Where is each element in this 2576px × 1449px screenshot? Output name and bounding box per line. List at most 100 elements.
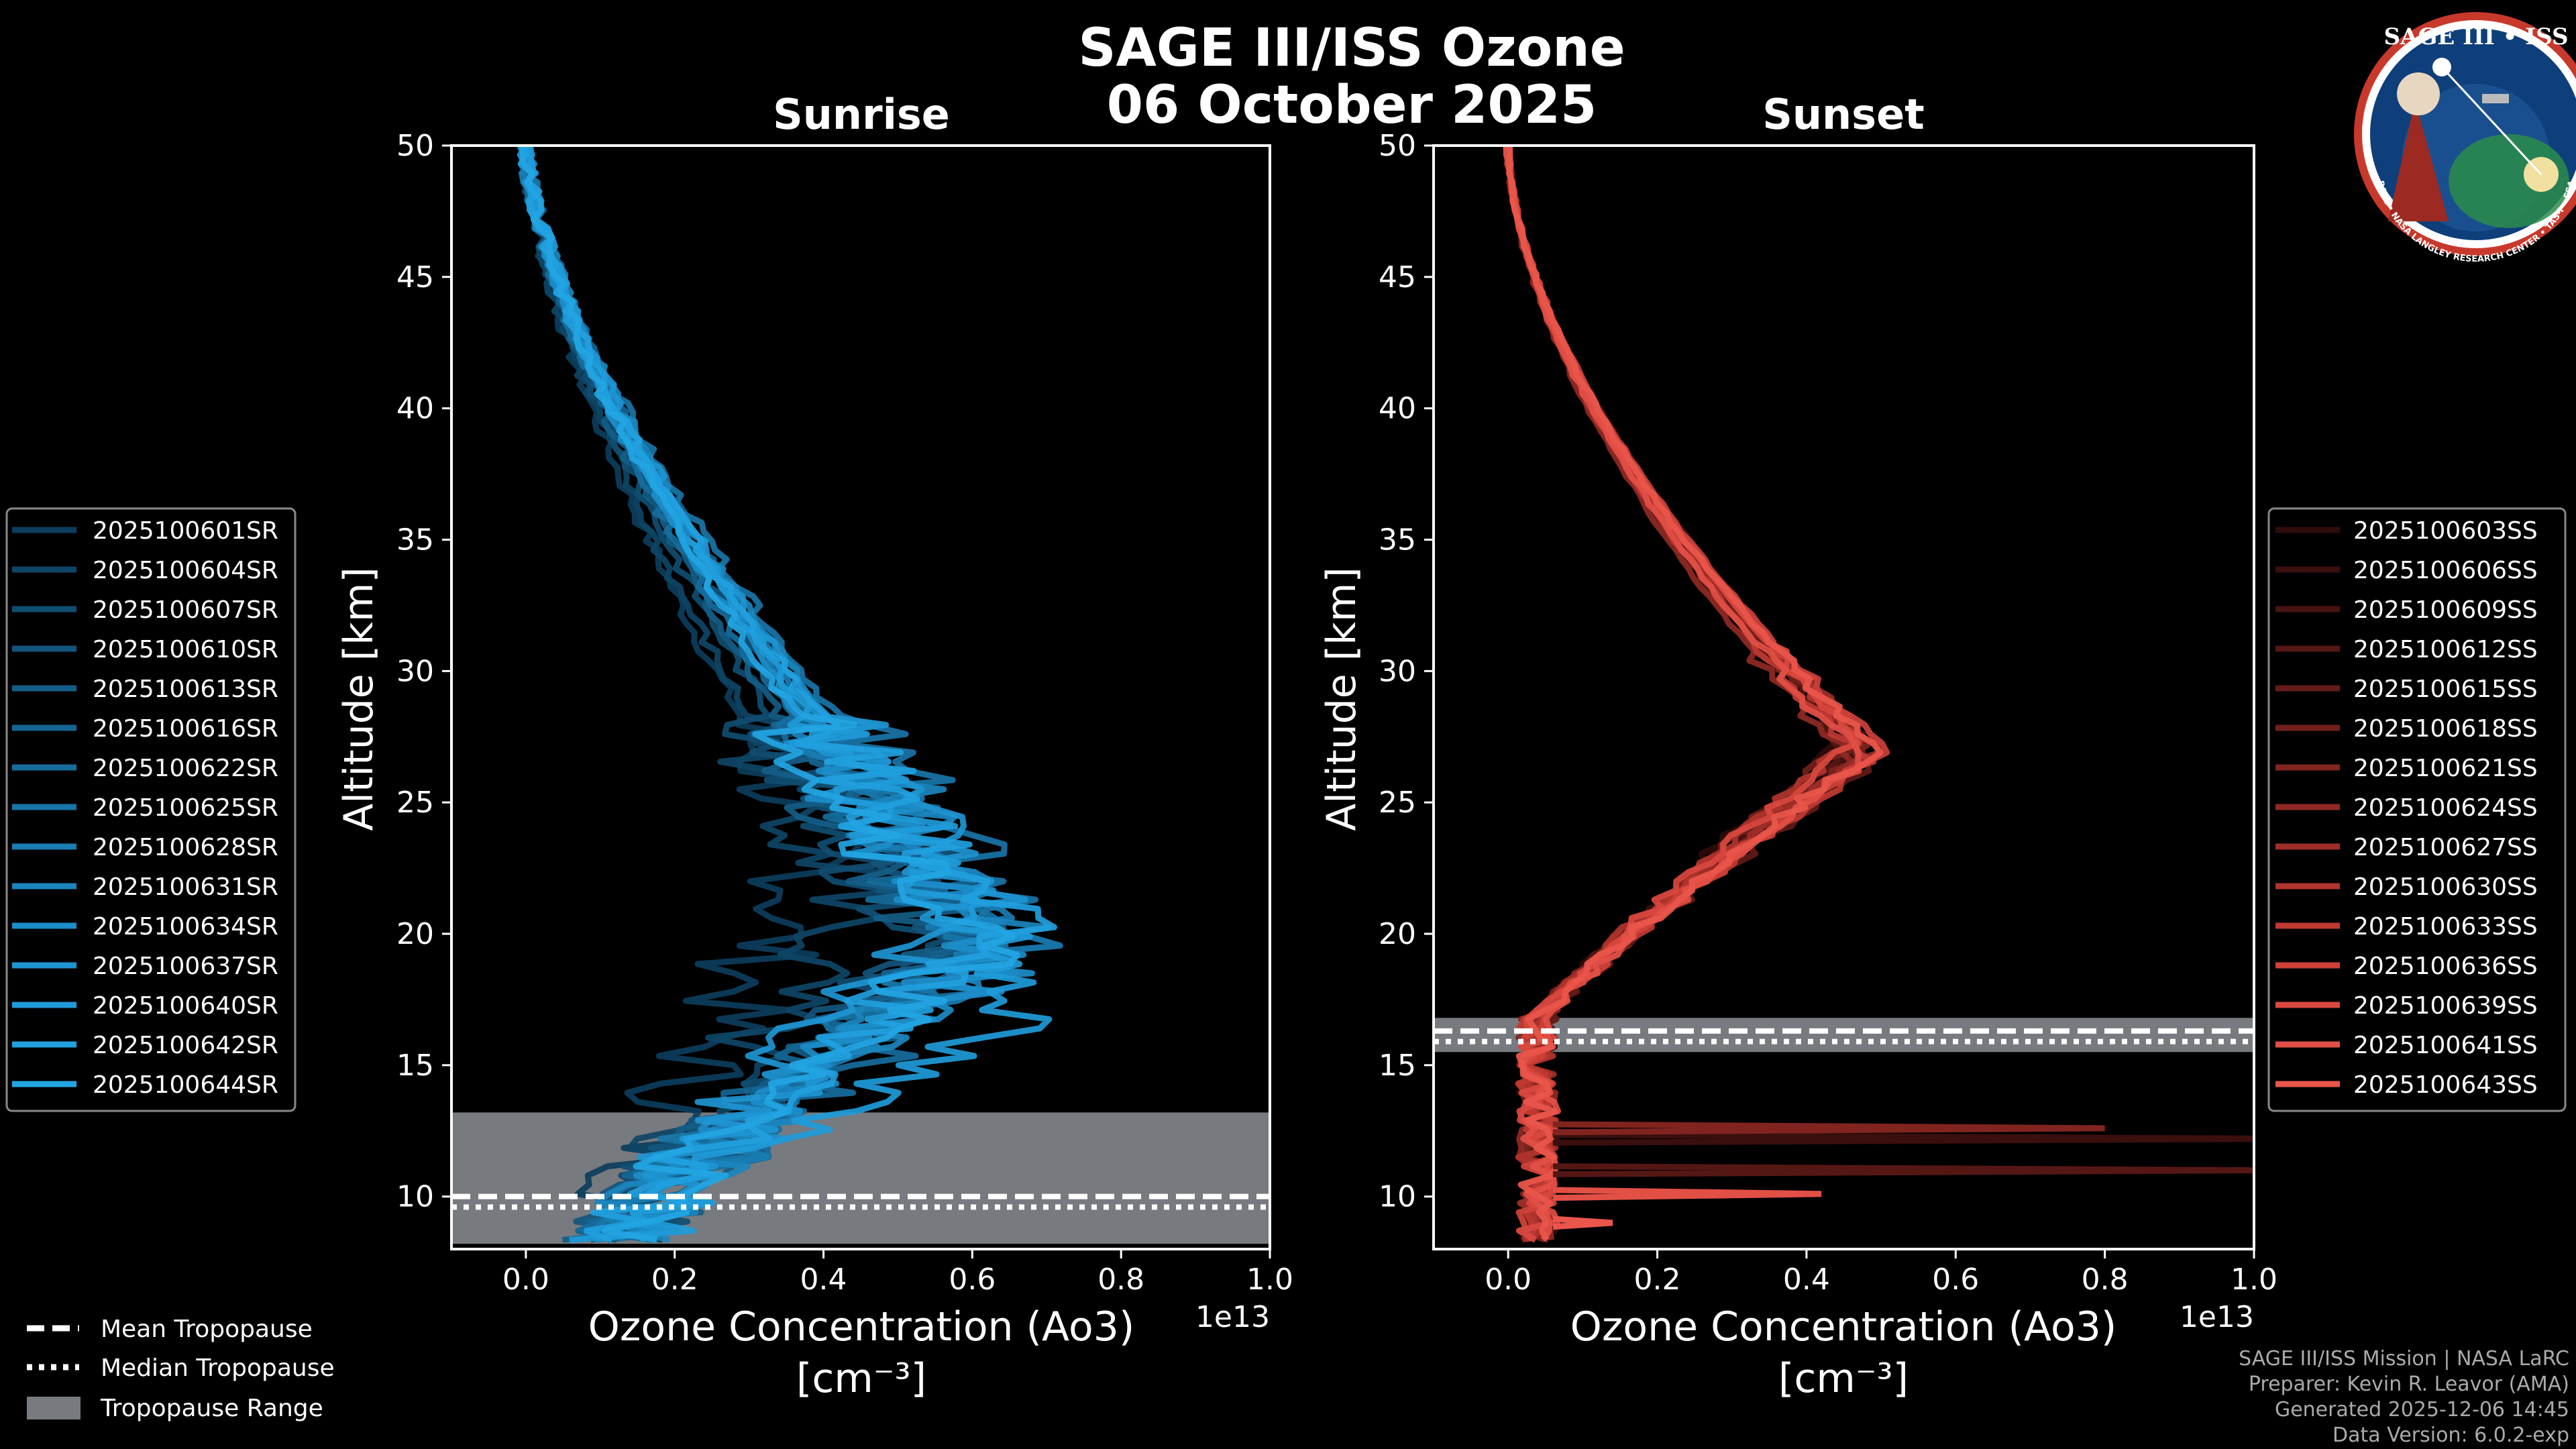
legend-label-2025100631SR: 2025100631SR — [93, 873, 278, 901]
mean-tropopause-label: Mean Tropopause — [101, 1316, 313, 1343]
footer-mission: SAGE III/ISS Mission | NASA LaRC — [2239, 1347, 2569, 1371]
plot-area — [451, 146, 1270, 1244]
legend-label-2025100621SS: 2025100621SS — [2353, 755, 2538, 782]
sunrise-plot: 0.0 0.2 0.4 0.6 0.8 1.0 10 15 20 25 30 35 40 45 50 — [396, 129, 1293, 1297]
series-line-2025100644SR — [519, 146, 1020, 1243]
legend-label-2025100615SS: 2025100615SS — [2353, 676, 2538, 703]
legend-label-2025100640SR: 2025100640SR — [93, 992, 278, 1020]
sunset-x-multiplier: 1e13 — [2180, 1300, 2254, 1334]
y-tick-label: 30 — [1379, 654, 1416, 688]
sage-iii-iss-mission-logo: SAGE III • ISS BALL • NASA LANGLEY RESEA… — [2354, 12, 2576, 264]
sunrise-legend: 2025100601SR 2025100604SR 2025100607SR 2025… — [12, 517, 278, 1099]
y-tick-label: 50 — [1379, 129, 1416, 163]
x-tick-label: 0.0 — [502, 1263, 549, 1297]
legend-label-2025100633SS: 2025100633SS — [2353, 913, 2538, 941]
sunset-ylabel: Altitude [km] — [1318, 567, 1365, 831]
legend-label-2025100616SR: 2025100616SR — [93, 715, 278, 743]
sunrise-x-multiplier: 1e13 — [1195, 1300, 1270, 1334]
y-tick-label: 20 — [396, 917, 434, 951]
legend-label-2025100637SR: 2025100637SR — [93, 953, 278, 980]
x-tick-label: 0.8 — [2082, 1263, 2129, 1297]
sunrise-panel-title: Sunrise — [773, 90, 950, 139]
x-tick-label: 0.0 — [1485, 1263, 1532, 1297]
y-tick-label: 35 — [1379, 523, 1416, 557]
series-line-2025100643SS — [1506, 146, 1884, 1242]
series-spike-2025100621SS — [1552, 1121, 2105, 1136]
tropopause-range-label: Tropopause Range — [100, 1395, 323, 1422]
y-tick-label: 35 — [396, 523, 434, 557]
footer-preparer: Preparer: Kevin R. Leavor (AMA) — [2249, 1373, 2569, 1396]
legend-label-2025100636SS: 2025100636SS — [2353, 953, 2538, 980]
y-tick-label: 40 — [396, 392, 434, 426]
sunset-legend: 2025100603SS 2025100606SS 2025100609SS 2025… — [2275, 517, 2538, 1099]
series-line-2025100641SS — [1503, 146, 1862, 1242]
legend-label-2025100609SS: 2025100609SS — [2353, 596, 2538, 624]
figure-title: SAGE III/ISS Ozone — [1078, 18, 1625, 78]
legend-label-2025100630SS: 2025100630SS — [2353, 873, 2538, 901]
sunrise-xlabel: Ozone Concentration (Ao3) — [588, 1303, 1135, 1350]
y-tick-label: 50 — [396, 129, 434, 163]
legend-label-2025100612SS: 2025100612SS — [2353, 636, 2538, 663]
series-spike-2025100643SS — [1552, 1216, 1613, 1230]
series-spike-2025100641SS — [1552, 1187, 1822, 1201]
x-tick-label: 1.0 — [2231, 1263, 2277, 1297]
legend-label-2025100628SR: 2025100628SR — [93, 834, 278, 861]
series-line-2025100627SS — [1503, 146, 1882, 1243]
figure-date: 06 October 2025 — [1107, 75, 1597, 136]
x-tick-label: 0.6 — [949, 1263, 996, 1297]
legend-label-2025100642SR: 2025100642SR — [93, 1032, 278, 1059]
y-tick-label: 10 — [1379, 1180, 1416, 1214]
legend-label-2025100613SR: 2025100613SR — [93, 676, 278, 703]
x-tick-label: 0.6 — [1932, 1263, 1979, 1297]
sunset-legend-box — [2267, 507, 2567, 1112]
y-tick-label: 30 — [396, 654, 434, 688]
sunset-xlabel-units: [cm⁻³] — [1778, 1355, 1909, 1402]
tropopause-legend: Mean Tropopause Median Tropopause Tropop… — [27, 1316, 335, 1422]
legend-label-2025100618SS: 2025100618SS — [2353, 715, 2538, 743]
legend-label-2025100624SS: 2025100624SS — [2353, 794, 2538, 822]
tropopause-range-band — [1434, 1018, 2254, 1053]
x-tick-label: 0.2 — [651, 1263, 698, 1297]
series-spike-2025100612SS — [1552, 1163, 2254, 1177]
y-tick-label: 20 — [1379, 917, 1416, 951]
y-tick-label: 45 — [1379, 260, 1416, 294]
series-line-2025100640SR — [524, 146, 1053, 1243]
footer-generated: Generated 2025-12-06 14:45 — [2275, 1398, 2569, 1421]
legend-label-2025100641SS: 2025100641SS — [2353, 1032, 2538, 1059]
series-line-2025100601SR — [517, 146, 865, 1243]
sunrise-legend-box — [5, 507, 297, 1112]
y-tick-label: 15 — [1379, 1049, 1416, 1083]
x-tick-label: 0.4 — [800, 1263, 847, 1297]
legend-label-2025100603SS: 2025100603SS — [2353, 517, 2538, 545]
legend-label-2025100622SR: 2025100622SR — [93, 755, 278, 782]
legend-label-2025100604SR: 2025100604SR — [93, 557, 278, 584]
series-spike-2025100606SS — [1552, 1132, 2254, 1146]
sunset-xlabel: Ozone Concentration (Ao3) — [1570, 1303, 2117, 1350]
y-tick-label: 25 — [396, 786, 434, 820]
x-tick-label: 0.4 — [1783, 1263, 1830, 1297]
legend-label-2025100643SS: 2025100643SS — [2353, 1071, 2538, 1099]
x-tick-label: 1.0 — [1246, 1263, 1293, 1297]
x-tick-label: 0.8 — [1097, 1263, 1144, 1297]
legend-label-2025100639SS: 2025100639SS — [2353, 992, 2538, 1020]
sunset-panel-title: Sunset — [1762, 90, 1925, 139]
y-tick-label: 25 — [1379, 786, 1416, 820]
legend-label-2025100627SS: 2025100627SS — [2353, 834, 2538, 861]
wizard-robe-icon — [2388, 101, 2449, 221]
y-tick-label: 10 — [396, 1180, 434, 1214]
sunrise-xlabel-units: [cm⁻³] — [796, 1355, 926, 1402]
plot-area — [1434, 146, 2254, 1243]
footer-version: Data Version: 6.0.2-exp — [2332, 1424, 2569, 1447]
axes-frame — [450, 144, 1271, 1250]
y-tick-label: 15 — [396, 1049, 434, 1083]
tropopause-range-band — [451, 1112, 1270, 1244]
x-tick-label: 0.2 — [1634, 1263, 1681, 1297]
series-line-2025100630SS — [1505, 146, 1863, 1243]
tropopause-range-swatch — [27, 1397, 80, 1419]
legend-label-2025100610SR: 2025100610SR — [93, 636, 278, 663]
sunset-plot: 0.0 0.2 0.4 0.6 0.8 1.0 10 15 20 25 30 35 40 45 50 — [1379, 129, 2277, 1297]
axes-frame — [1432, 144, 2255, 1250]
y-tick-label: 40 — [1379, 392, 1416, 426]
legend-label-2025100601SR: 2025100601SR — [93, 517, 278, 545]
